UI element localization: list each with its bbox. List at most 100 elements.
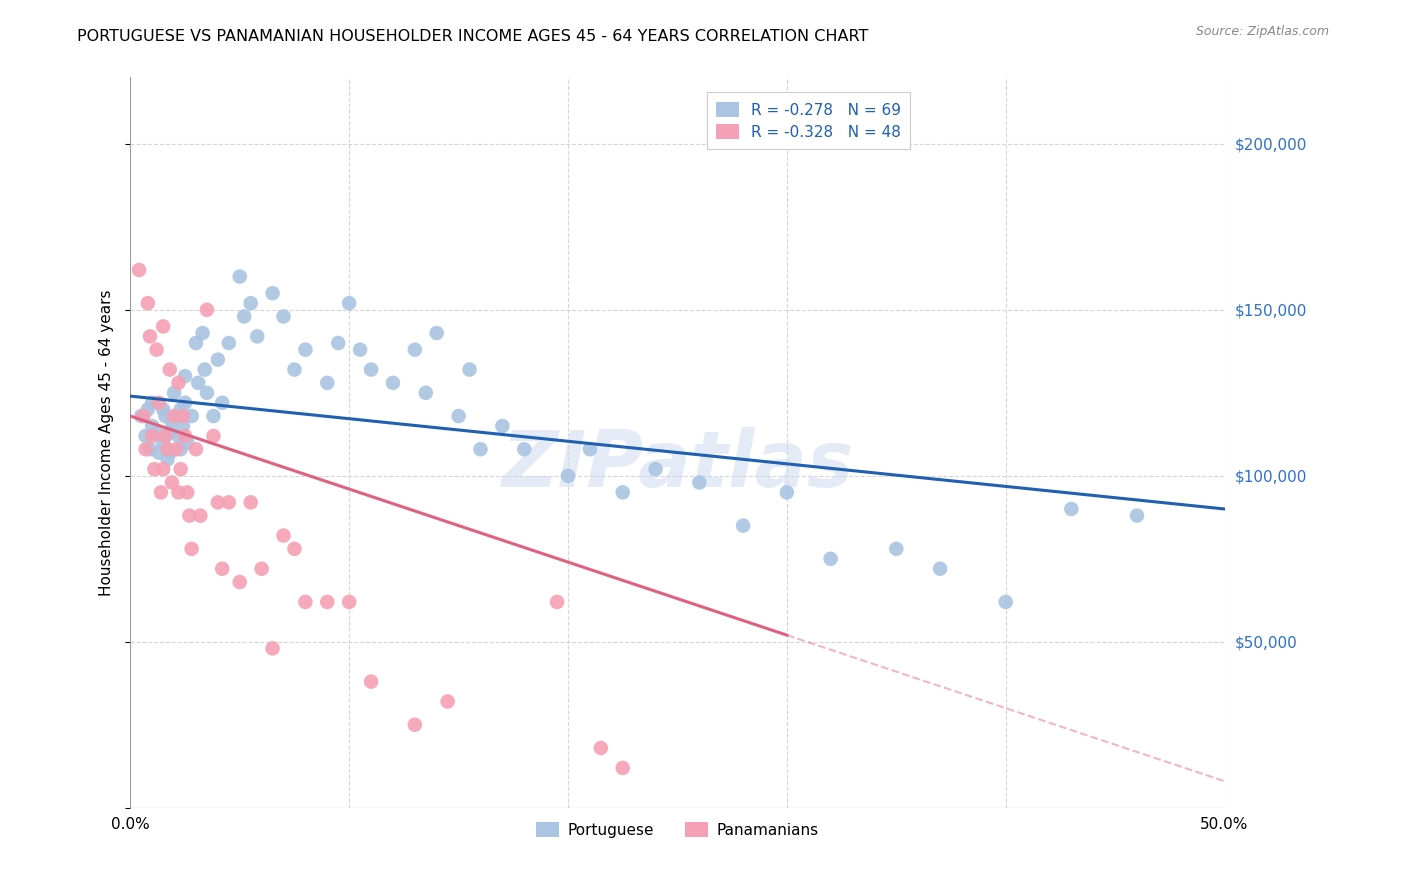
Point: [169, 462, 191, 476]
Point: [187, 376, 209, 390]
Point: [172, 409, 194, 423]
Text: ZIPatlas: ZIPatlas: [502, 426, 853, 502]
Point: [141, 419, 163, 434]
Point: [141, 429, 163, 443]
Point: [349, 343, 371, 357]
Point: [404, 343, 426, 357]
Point: [447, 409, 470, 423]
Point: [273, 310, 295, 324]
Point: [136, 296, 159, 310]
Point: [152, 462, 174, 476]
Point: [149, 485, 172, 500]
Point: [294, 595, 316, 609]
Y-axis label: Householder Income Ages 45 - 64 years: Householder Income Ages 45 - 64 years: [100, 289, 114, 596]
Point: [262, 286, 284, 301]
Point: [776, 485, 799, 500]
Point: [174, 429, 197, 443]
Point: [155, 429, 177, 443]
Legend: Portuguese, Panamanians: Portuguese, Panamanians: [530, 815, 825, 844]
Point: [218, 495, 240, 509]
Point: [155, 409, 177, 423]
Point: [202, 409, 225, 423]
Point: [129, 409, 152, 423]
Point: [612, 485, 634, 500]
Point: [273, 528, 295, 542]
Point: [152, 319, 174, 334]
Point: [148, 445, 170, 459]
Point: [139, 329, 162, 343]
Point: [233, 310, 256, 324]
Point: [176, 485, 198, 500]
Point: [174, 396, 197, 410]
Point: [194, 362, 217, 376]
Point: [262, 641, 284, 656]
Point: [180, 409, 202, 423]
Point: [211, 562, 233, 576]
Point: [139, 442, 162, 457]
Point: [180, 541, 202, 556]
Point: [283, 362, 305, 376]
Point: [174, 369, 197, 384]
Point: [160, 475, 183, 490]
Point: [159, 362, 181, 376]
Point: [165, 409, 187, 423]
Point: [165, 442, 187, 457]
Point: [184, 442, 207, 457]
Point: [172, 419, 194, 434]
Point: [415, 385, 437, 400]
Point: [229, 574, 252, 589]
Point: [316, 376, 339, 390]
Point: [688, 475, 710, 490]
Text: PORTUGUESE VS PANAMANIAN HOUSEHOLDER INCOME AGES 45 - 64 YEARS CORRELATION CHART: PORTUGUESE VS PANAMANIAN HOUSEHOLDER INC…: [77, 29, 869, 44]
Point: [470, 442, 492, 457]
Point: [250, 562, 273, 576]
Point: [546, 595, 568, 609]
Point: [135, 442, 157, 457]
Point: [612, 761, 634, 775]
Point: [176, 435, 198, 450]
Point: [589, 741, 612, 756]
Point: [239, 296, 262, 310]
Point: [404, 718, 426, 732]
Point: [143, 462, 166, 476]
Point: [733, 518, 755, 533]
Point: [283, 541, 305, 556]
Point: [381, 376, 404, 390]
Point: [159, 425, 181, 440]
Point: [160, 416, 183, 430]
Point: [169, 402, 191, 417]
Point: [246, 329, 269, 343]
Point: [994, 595, 1017, 609]
Point: [294, 343, 316, 357]
Point: [195, 302, 218, 317]
Point: [167, 429, 190, 443]
Point: [179, 508, 201, 523]
Point: [169, 442, 191, 457]
Point: [167, 376, 190, 390]
Point: [141, 396, 163, 410]
Point: [136, 402, 159, 417]
Point: [156, 452, 179, 467]
Point: [1126, 508, 1149, 523]
Point: [513, 442, 536, 457]
Point: [167, 485, 190, 500]
Point: [360, 674, 382, 689]
Point: [207, 495, 229, 509]
Point: [132, 409, 155, 423]
Point: [557, 468, 579, 483]
Point: [328, 336, 350, 351]
Point: [316, 595, 339, 609]
Point: [145, 425, 167, 440]
Point: [135, 429, 157, 443]
Point: [218, 336, 240, 351]
Point: [202, 429, 225, 443]
Point: [159, 445, 181, 459]
Point: [579, 442, 602, 457]
Point: [184, 336, 207, 351]
Point: [145, 343, 167, 357]
Point: [239, 495, 262, 509]
Point: [884, 541, 907, 556]
Point: [128, 263, 150, 277]
Point: [211, 396, 233, 410]
Point: [207, 352, 229, 367]
